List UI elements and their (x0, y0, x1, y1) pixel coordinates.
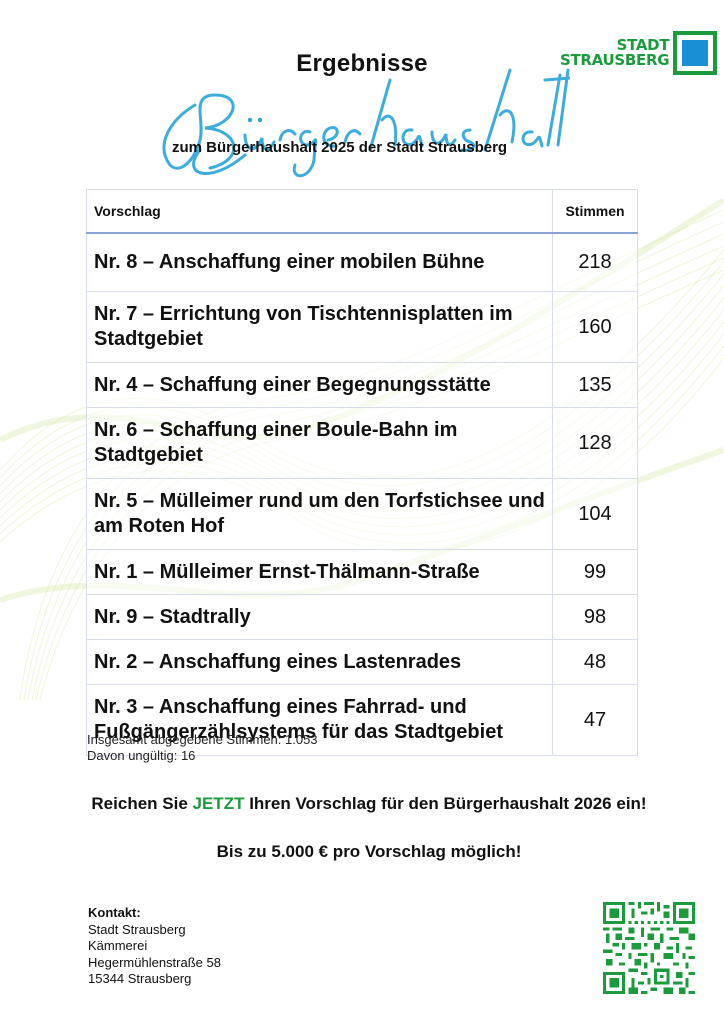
table-row: Nr. 5 – Mülleimer rund um den Torfstichs… (86, 478, 638, 550)
vote-count: 135 (552, 362, 638, 408)
logo-line2: STRAUSBERG (560, 51, 670, 69)
column-header-stimmen: Stimmen (552, 189, 638, 234)
table-row: Nr. 2 – Anschaffung eines Lastenrades 48 (86, 639, 638, 685)
table-row: Nr. 3 – Anschaffung eines Fahrrad- und F… (86, 684, 638, 756)
invalid-votes: Davon ungültig: 16 (87, 748, 196, 763)
proposal-name: Nr. 2 – Anschaffung eines Lastenrades (86, 639, 553, 685)
table-row: Nr. 9 – Stadtrally 98 (86, 594, 638, 640)
title-text: Ergebnisse (296, 50, 428, 77)
proposal-name: Nr. 6 – Schaffung einer Boule-Bahn im St… (86, 407, 553, 479)
vote-count: 99 (552, 549, 638, 595)
vote-count: 218 (552, 232, 638, 292)
proposal-name: Nr. 3 – Anschaffung eines Fahrrad- und F… (86, 684, 553, 756)
vote-count: 160 (552, 291, 638, 363)
cta-highlight: JETZT (192, 794, 245, 813)
contact-line: 15344 Strausberg (88, 971, 192, 986)
vote-count: 47 (552, 684, 638, 756)
table-row: Nr. 7 – Errichtung von Tischtennisplatte… (86, 291, 638, 363)
table-header-row: Vorschlag Stimmen (86, 189, 638, 234)
contact-line: Kämmerei (88, 938, 148, 953)
contact-label: Kontakt: (88, 905, 141, 920)
vote-count: 128 (552, 407, 638, 479)
vote-count: 48 (552, 639, 638, 685)
proposal-name: Nr. 7 – Errichtung von Tischtennisplatte… (86, 291, 553, 363)
total-votes: Insgesamt abgegebene Stimmen: 1.053 (87, 732, 318, 747)
proposal-name: Nr. 4 – Schaffung einer Begegnungsstätte (86, 362, 553, 408)
contact-line: Hegermühlenstraße 58 (88, 954, 221, 970)
contact-block: Kontakt: Stadt Strausberg Kämmerei Heger… (88, 905, 221, 988)
table-row: Nr. 4 – Schaffung einer Begegnungsstätte… (86, 362, 638, 408)
proposal-name: Nr. 1 – Mülleimer Ernst-Thälmann-Straße (86, 549, 553, 595)
page-title: Ergebnisse (0, 50, 724, 78)
stadt-strausberg-logo: STADT STRAUSBERG (560, 31, 718, 75)
contact-line: Stadt Strausberg (88, 921, 186, 937)
proposal-name: Nr. 8 – Anschaffung einer mobilen Bühne (86, 232, 553, 292)
proposal-name: Nr. 5 – Mülleimer rund um den Torfstichs… (86, 478, 553, 550)
proposal-name: Nr. 9 – Stadtrally (86, 594, 553, 640)
script-title-graphic (162, 68, 570, 178)
table-row: Nr. 1 – Mülleimer Ernst-Thälmann-Straße … (86, 549, 638, 595)
results-table: Vorschlag Stimmen Nr. 8 – Anschaffung ei… (86, 189, 638, 756)
logo-line1: STADT (616, 36, 670, 54)
table-row: Nr. 8 – Anschaffung einer mobilen Bühne … (86, 232, 638, 292)
cta-prefix: Reichen Sie (91, 794, 193, 813)
logo-square-icon (673, 31, 718, 75)
logo-wordmark: STADT STRAUSBERG (560, 36, 670, 69)
vote-totals: Insgesamt abgegebene Stimmen: 1.053 Davo… (87, 732, 318, 764)
call-to-action: Reichen Sie JETZT Ihren Vorschlag für de… (0, 794, 724, 814)
logo-square-inner (681, 39, 710, 67)
funding-note: Bis zu 5.000 € pro Vorschlag möglich! (216, 842, 522, 861)
cta-suffix: Ihren Vorschlag für den Bürgerhaushalt 2… (244, 794, 647, 813)
vote-count: 104 (552, 478, 638, 550)
qr-code-icon[interactable] (603, 902, 695, 994)
column-header-vorschlag: Vorschlag (86, 189, 553, 234)
table-row: Nr. 6 – Schaffung einer Boule-Bahn im St… (86, 407, 638, 479)
subtitle: zum Bürgerhaushalt 2025 der Stadt Straus… (172, 139, 508, 156)
vote-count: 98 (552, 594, 638, 640)
